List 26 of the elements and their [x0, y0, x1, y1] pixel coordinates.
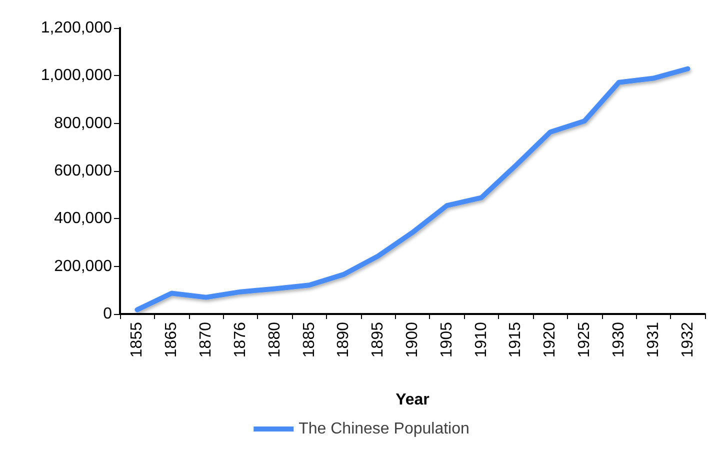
x-tick-label: 1910 [472, 322, 490, 358]
x-tick-label: 1855 [128, 322, 146, 358]
y-tick-label: 200,000 [54, 258, 112, 275]
legend-label: The Chinese Population [298, 420, 470, 438]
x-tick-label: 1895 [370, 322, 387, 358]
x-tick-label: 1905 [438, 322, 456, 358]
x-tick-label: 1930 [610, 322, 628, 358]
y-tick-label: 1,000,000 [40, 67, 112, 84]
y-tick-label: 800,000 [54, 114, 112, 132]
x-tick-label: 1870 [198, 322, 215, 358]
x-tick-label: 1932 [679, 322, 696, 358]
x-tick-label: 1865 [163, 322, 180, 358]
x-tick-label: 1915 [507, 322, 524, 358]
y-tick-label: 0 [103, 306, 112, 322]
x-tick-label: 1920 [542, 322, 559, 358]
y-tick-label: 600,000 [54, 162, 112, 180]
x-tick-label: 1890 [335, 322, 352, 358]
x-tick-label: 1885 [300, 322, 318, 358]
x-tick-label: 1925 [576, 322, 594, 358]
y-tick-label: 1,200,000 [40, 20, 112, 36]
x-tick-label: 1900 [404, 322, 421, 358]
x-axis-title: Year [396, 392, 430, 408]
x-tick-label: 1880 [266, 322, 284, 358]
x-tick-label: 1931 [644, 322, 662, 358]
y-tick-label: 400,000 [54, 210, 112, 228]
x-tick-label: 1876 [232, 322, 249, 358]
